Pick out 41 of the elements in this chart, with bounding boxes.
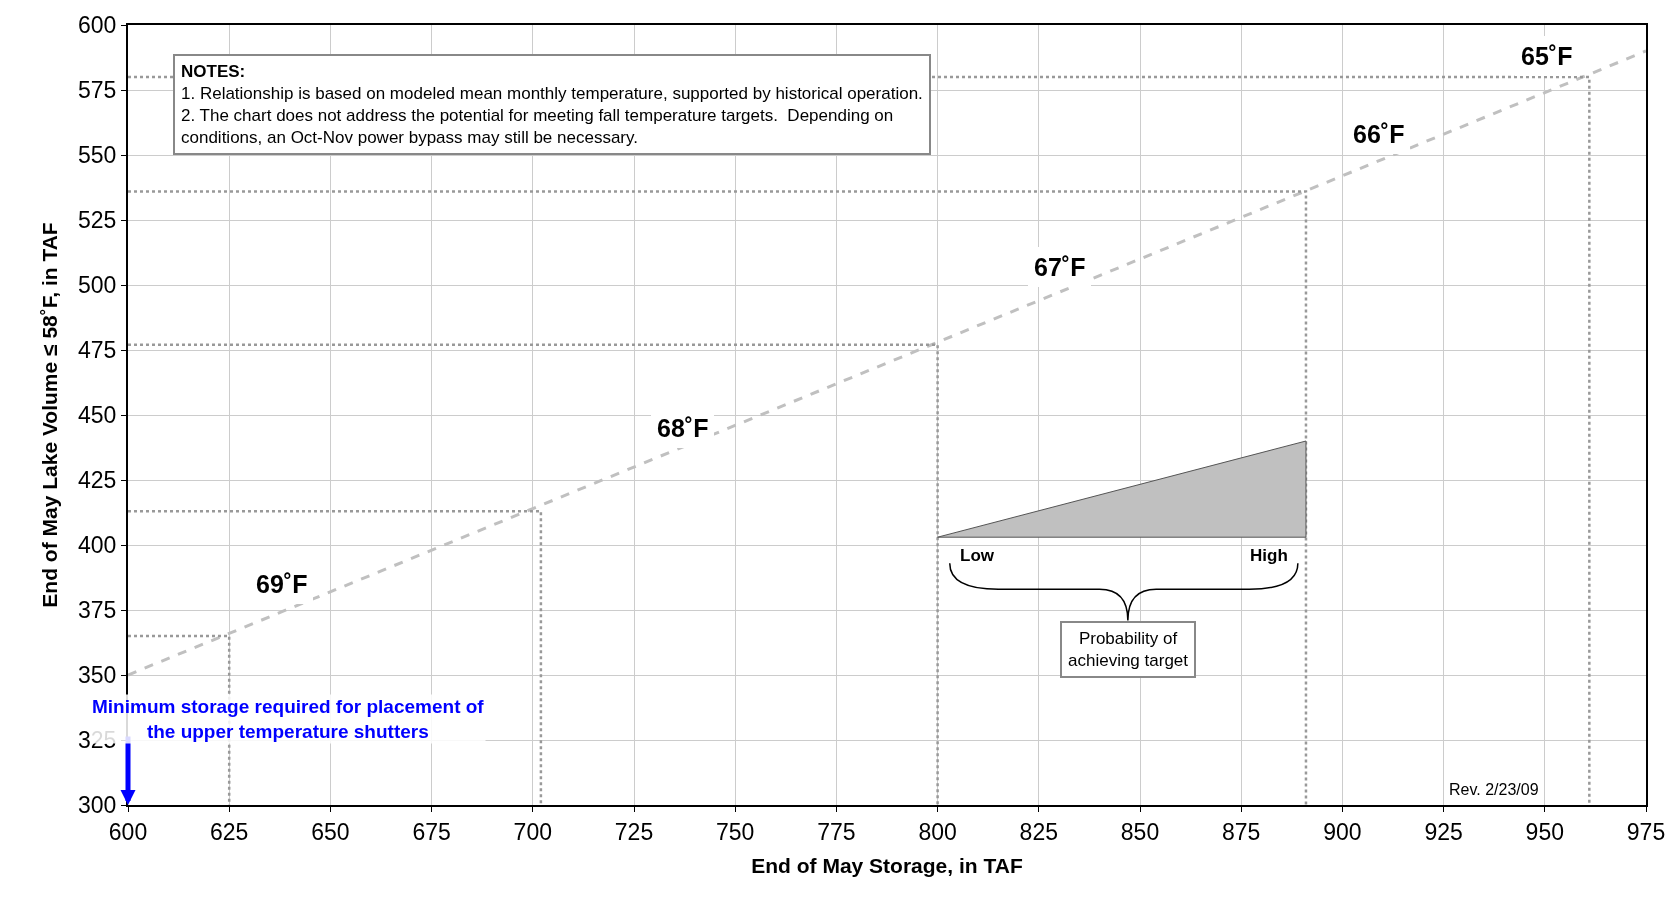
annotation: 69˚F	[256, 570, 308, 598]
x-tick-label: 725	[614, 818, 654, 845]
x-tick-label: 900	[1323, 818, 1362, 845]
y-tick-label: 400	[78, 532, 117, 559]
x-tick-label: 775	[817, 818, 856, 845]
annotation: 65˚F	[1521, 42, 1573, 70]
y-tick-label: 600	[78, 12, 117, 39]
y-tick-label: 425	[78, 467, 117, 494]
annotation: High	[1250, 546, 1288, 565]
x-tick-label: 675	[412, 818, 451, 845]
x-tick-label: 650	[311, 818, 350, 845]
annotation: 67˚F	[1034, 253, 1086, 281]
annotation: 66˚F	[1353, 120, 1405, 148]
y-axis-title: End of May Lake Volume ≤ 58˚F, in TAF	[37, 222, 61, 608]
annotation: NOTES: 1. Relationship is based on modeled mean monthly temperature, supported by historical operation. 2. The chart does not address the potential for meeting fall temperature targets. Depending on conditions, an Oct-Nov power bypass may still be necessary.	[181, 62, 923, 148]
x-tick-label: 825	[1019, 818, 1058, 845]
x-tick-label: 800	[918, 818, 957, 845]
x-tick-label: 950	[1525, 818, 1564, 845]
x-tick-label: 925	[1424, 818, 1463, 845]
y-tick-label: 450	[78, 402, 117, 429]
y-tick-label: 525	[78, 207, 117, 234]
annotation: 68˚F	[657, 414, 709, 442]
x-tick-label: 600	[108, 818, 148, 845]
y-tick-label: 375	[78, 597, 117, 624]
x-axis-title: End of May Storage, in TAF	[751, 854, 1023, 878]
y-tick-label: 300	[78, 792, 117, 819]
x-tick-label: 875	[1222, 818, 1261, 845]
x-tick-label: 700	[513, 818, 552, 845]
annotation: Rev. 2/23/09	[1449, 781, 1539, 798]
y-tick-label: 350	[78, 662, 117, 689]
annotation: Probability of achieving target	[1068, 629, 1189, 671]
x-tick-label: 750	[716, 818, 755, 845]
y-tick-label: 500	[78, 272, 117, 299]
y-tick-label: 575	[78, 77, 117, 104]
annotation: Low	[960, 546, 995, 565]
y-tick-label: 475	[78, 337, 117, 364]
x-tick-label: 975	[1626, 818, 1666, 845]
y-tick-label: 325	[78, 727, 117, 754]
x-tick-label: 850	[1120, 818, 1160, 845]
y-tick-label: 550	[78, 142, 117, 169]
x-tick-label: 625	[210, 818, 249, 845]
